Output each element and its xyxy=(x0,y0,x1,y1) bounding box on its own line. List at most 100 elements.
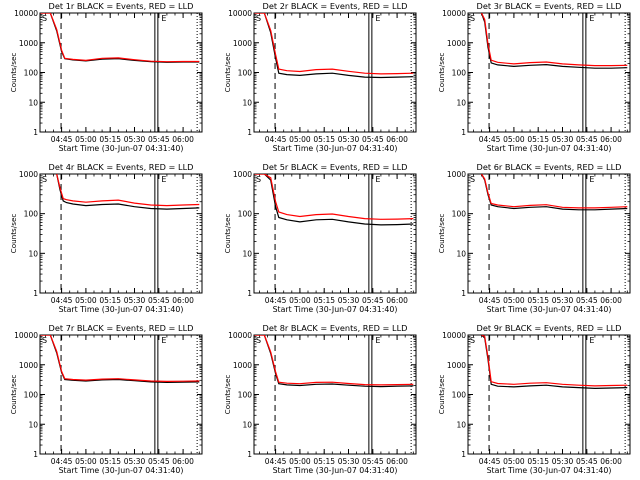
x-axis-label: Start Time (30-Jun-07 04:31:40) xyxy=(59,466,184,475)
panel-det-1: Det 1r BLACK = Events, RED = LLD 1 10 100 10… xyxy=(9,1,203,153)
x-tick-label: 05:15 xyxy=(527,135,549,144)
start-marker-label: S xyxy=(256,336,261,345)
x-tick-label: 05:30 xyxy=(338,296,360,305)
x-tick-label: 05:45 xyxy=(148,457,170,466)
start-marker-label: S xyxy=(470,175,475,184)
x-tick-label: 05:00 xyxy=(503,135,525,144)
y-tick-label: 10000 xyxy=(14,9,38,18)
x-tick-label: 05:15 xyxy=(313,135,335,144)
y-tick-label: 1000 xyxy=(233,39,252,48)
plot-frame xyxy=(253,334,417,455)
start-marker-label: S xyxy=(256,175,261,184)
chart-title: Det 5r BLACK = Events, RED = LLD xyxy=(263,162,408,172)
x-tick-label: 04:45 xyxy=(265,135,287,144)
x-tick-label: 05:30 xyxy=(124,135,146,144)
y-axis-label: Counts/sec xyxy=(223,375,232,415)
chart-title: Det 6r BLACK = Events, RED = LLD xyxy=(477,162,622,172)
end-marker-label: E xyxy=(589,336,594,345)
plot-frame xyxy=(39,12,203,133)
x-tick-label: 05:45 xyxy=(576,135,598,144)
x-tick-label: 06:00 xyxy=(386,457,408,466)
y-tick-label: 1000 xyxy=(19,361,38,370)
y-tick-label: 10 xyxy=(28,98,38,107)
y-tick-label: 100 xyxy=(238,69,253,78)
panel-det-3: Det 3r BLACK = Events, RED = LLD 1 10 100 10… xyxy=(437,1,631,153)
end-marker-label: E xyxy=(161,175,166,184)
x-tick-label: 06:00 xyxy=(172,296,194,305)
y-tick-label: 10000 xyxy=(442,9,466,18)
series-lld-line xyxy=(254,174,414,220)
end-marker-label: E xyxy=(161,14,166,23)
y-axis-label: Counts/sec xyxy=(223,53,232,93)
y-tick-label: 10 xyxy=(242,249,252,258)
x-tick-label: 06:00 xyxy=(600,296,622,305)
series-events-line xyxy=(254,174,414,226)
chart-title: Det 3r BLACK = Events, RED = LLD xyxy=(477,1,622,11)
start-marker-label: S xyxy=(470,336,475,345)
series-lld-line xyxy=(480,174,628,209)
y-tick-label: 100 xyxy=(238,391,253,400)
y-tick-label: 100 xyxy=(24,391,39,400)
y-tick-label: 10000 xyxy=(442,331,466,340)
x-tick-label: 05:30 xyxy=(552,457,574,466)
x-tick-label: 05:45 xyxy=(576,296,598,305)
chart-title: Det 7r BLACK = Events, RED = LLD xyxy=(49,323,194,333)
y-tick-label: 1000 xyxy=(447,39,466,48)
x-tick-label: 05:15 xyxy=(99,457,121,466)
end-marker-label: E xyxy=(375,336,380,345)
x-tick-label: 06:00 xyxy=(172,135,194,144)
y-tick-label: 1 xyxy=(461,289,466,298)
x-tick-label: 04:45 xyxy=(479,296,501,305)
y-axis-label: Counts/sec xyxy=(223,214,232,254)
y-tick-label: 10 xyxy=(456,420,466,429)
x-tick-label: 05:00 xyxy=(75,135,97,144)
plot-frame xyxy=(39,173,203,294)
chart-title: Det 2r BLACK = Events, RED = LLD xyxy=(263,1,408,11)
x-tick-label: 05:30 xyxy=(552,135,574,144)
x-tick-label: 06:00 xyxy=(600,457,622,466)
x-tick-label: 05:30 xyxy=(124,457,146,466)
x-axis-label: Start Time (30-Jun-07 04:31:40) xyxy=(487,144,612,153)
y-tick-label: 100 xyxy=(452,69,467,78)
x-tick-label: 05:00 xyxy=(75,457,97,466)
y-tick-label: 10 xyxy=(456,98,466,107)
y-tick-label: 1 xyxy=(461,450,466,459)
y-axis-label: Counts/sec xyxy=(437,214,446,254)
x-tick-label: 05:15 xyxy=(313,296,335,305)
panel-det-6: Det 6r BLACK = Events, RED = LLD 1 10 100 10… xyxy=(437,162,631,314)
series-lld-line xyxy=(254,13,414,75)
x-axis-label: Start Time (30-Jun-07 04:31:40) xyxy=(59,144,184,153)
series-events-line xyxy=(480,13,628,69)
x-tick-label: 05:00 xyxy=(503,457,525,466)
y-tick-label: 10 xyxy=(242,98,252,107)
x-tick-label: 05:45 xyxy=(362,135,384,144)
x-tick-label: 05:30 xyxy=(552,296,574,305)
chart-title: Det 8r BLACK = Events, RED = LLD xyxy=(263,323,408,333)
start-marker-label: S xyxy=(470,14,475,23)
x-tick-label: 05:15 xyxy=(313,457,335,466)
y-tick-label: 1000 xyxy=(19,170,38,179)
plot-frame xyxy=(467,12,631,133)
y-tick-label: 1 xyxy=(247,450,252,459)
y-tick-label: 10000 xyxy=(14,331,38,340)
plot-frame xyxy=(467,173,631,294)
end-marker-label: E xyxy=(589,175,594,184)
x-tick-label: 05:00 xyxy=(503,296,525,305)
x-tick-label: 04:45 xyxy=(265,296,287,305)
x-tick-label: 05:30 xyxy=(124,296,146,305)
x-tick-label: 05:45 xyxy=(362,457,384,466)
x-tick-label: 05:00 xyxy=(289,457,311,466)
panel-det-2: Det 2r BLACK = Events, RED = LLD 1 10 100 10… xyxy=(223,1,417,153)
y-tick-label: 10 xyxy=(28,420,38,429)
chart-title: Det 4r BLACK = Events, RED = LLD xyxy=(49,162,194,172)
y-tick-label: 1 xyxy=(33,289,38,298)
chart-title: Det 1r BLACK = Events, RED = LLD xyxy=(49,1,194,11)
plot-frame xyxy=(467,334,631,455)
end-marker-label: E xyxy=(589,14,594,23)
y-axis-label: Counts/sec xyxy=(437,53,446,93)
y-axis-label: Counts/sec xyxy=(9,214,18,254)
start-marker-label: S xyxy=(256,14,261,23)
series-lld-line xyxy=(56,174,200,207)
panel-det-9: Det 9r BLACK = Events, RED = LLD 1 10 100 10… xyxy=(437,323,631,475)
y-tick-label: 100 xyxy=(24,210,39,219)
